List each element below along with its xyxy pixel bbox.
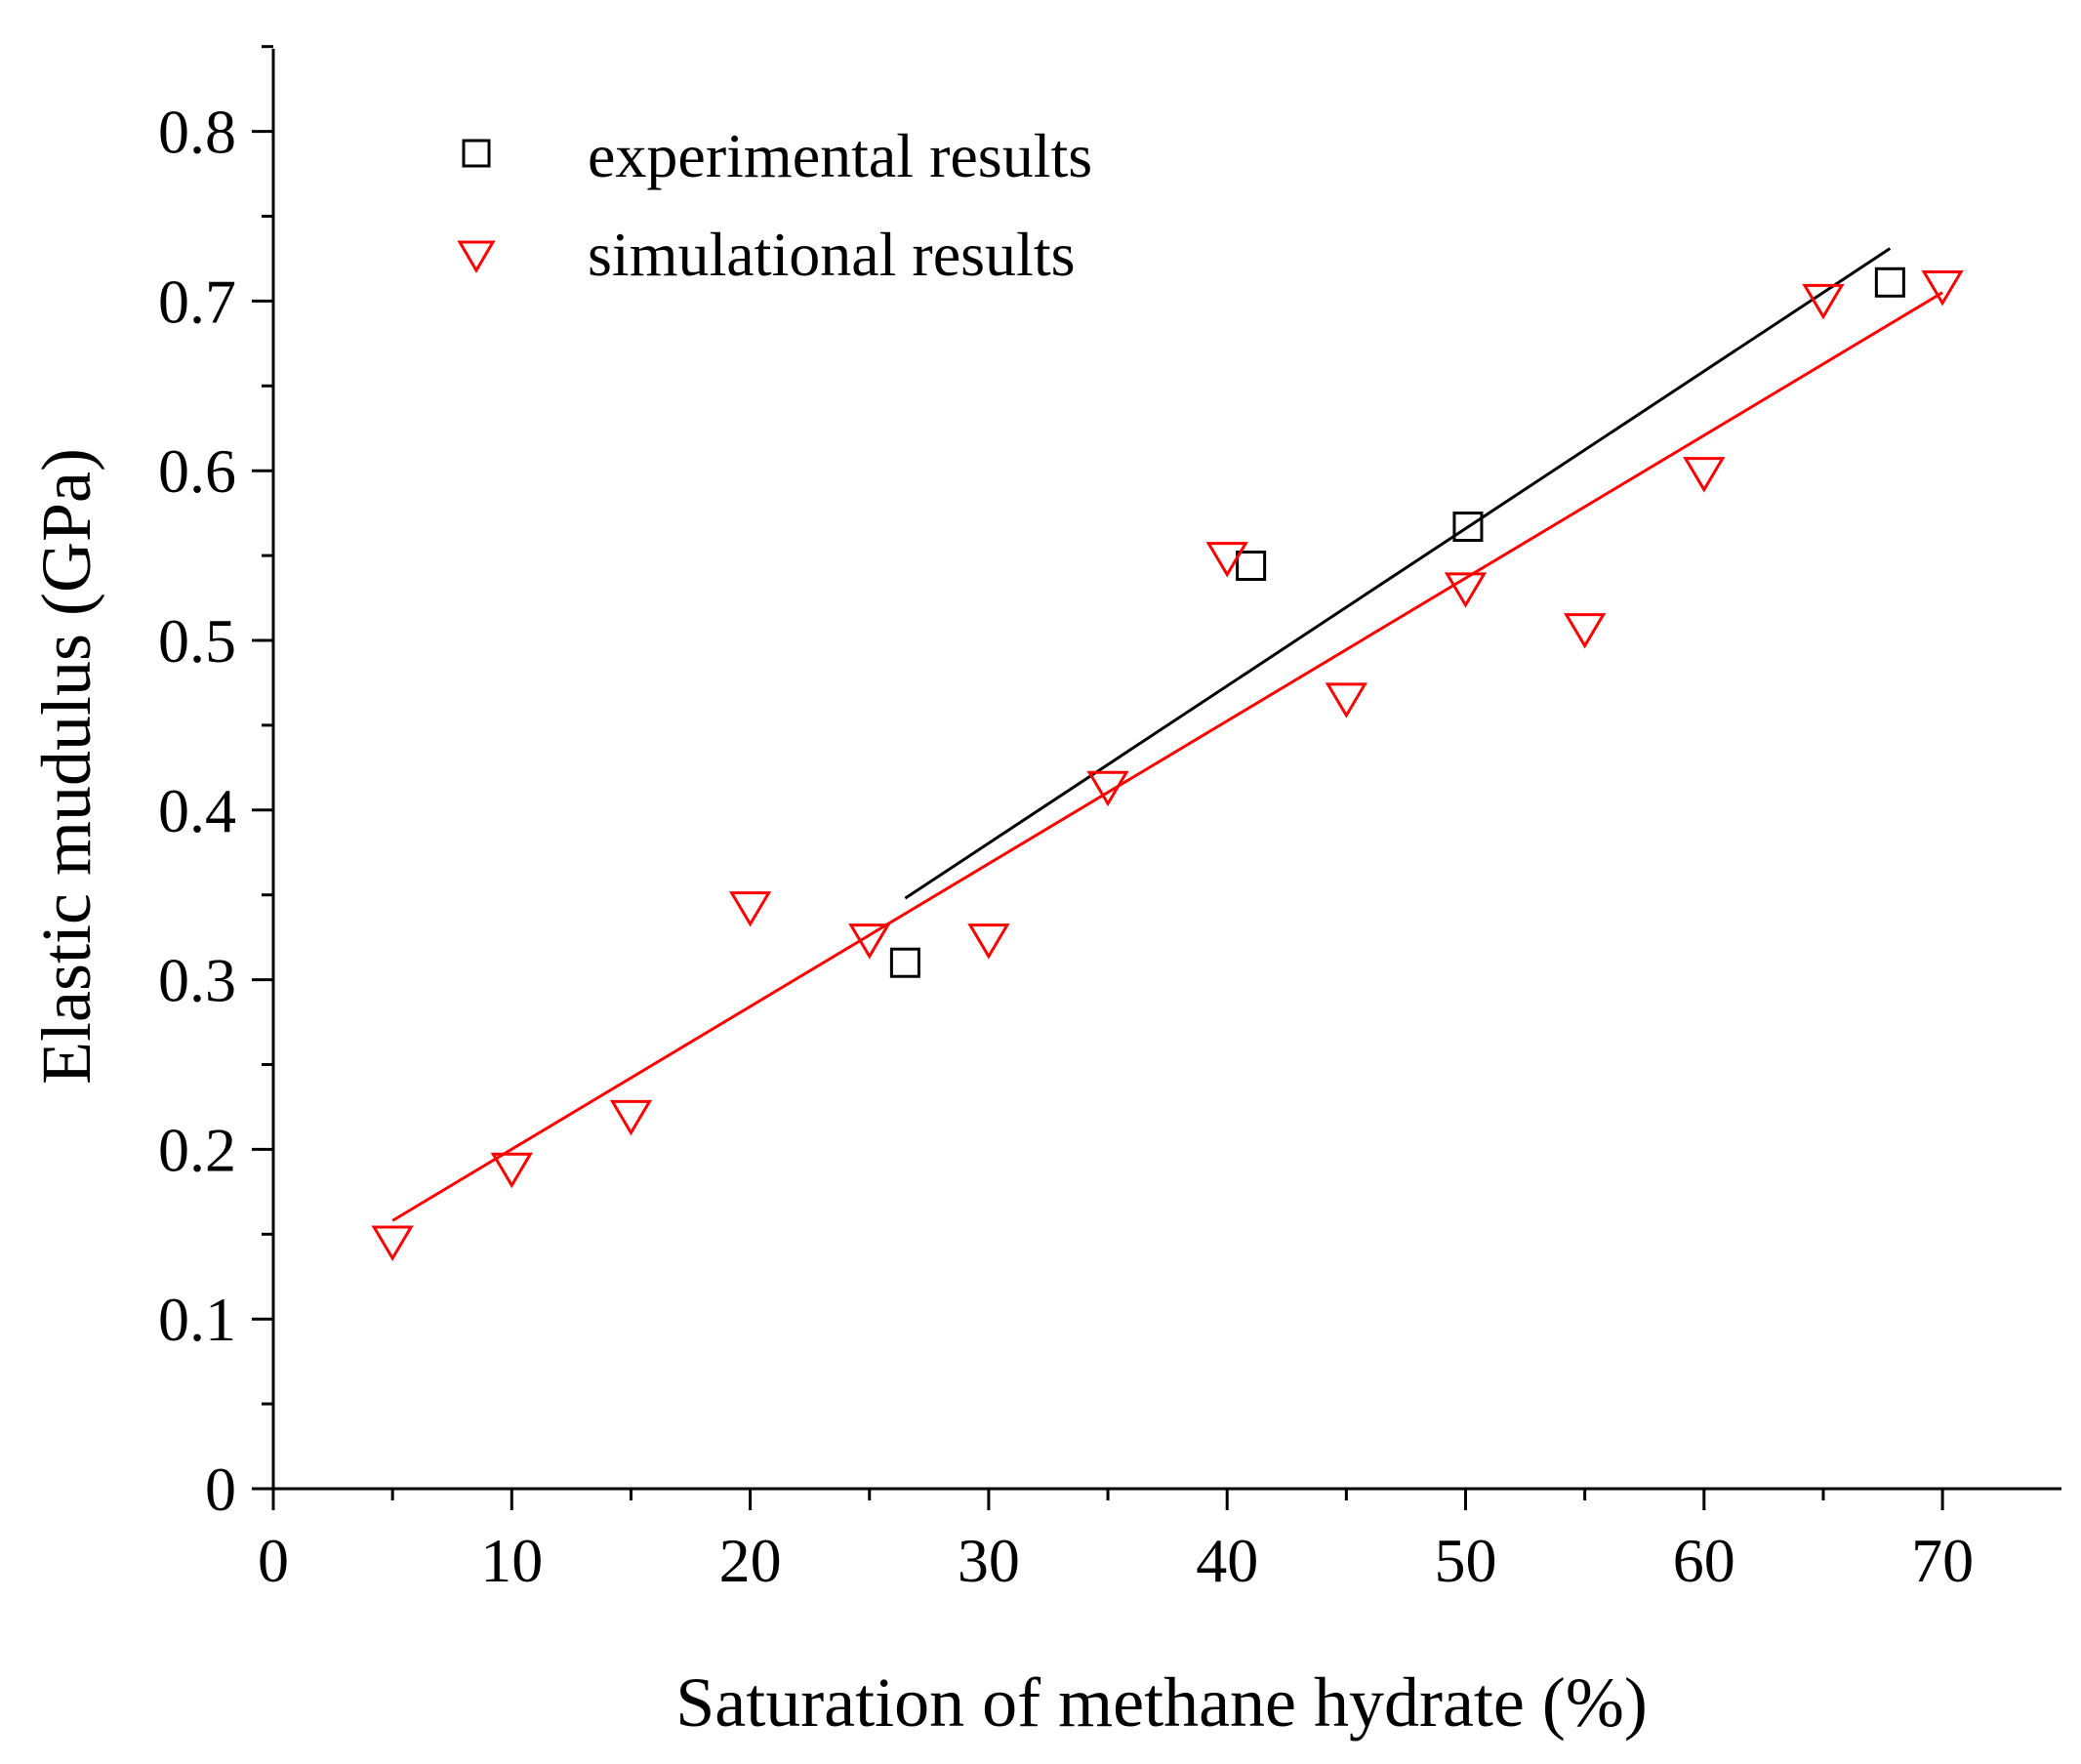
legend-marker-experimental <box>462 139 491 168</box>
y-tick-label: 0.4 <box>158 776 236 845</box>
simulational-point <box>1086 770 1129 807</box>
x-tick-label: 0 <box>258 1526 289 1595</box>
x-tick-label: 70 <box>1911 1526 1974 1595</box>
y-tick-label: 0.5 <box>158 606 236 676</box>
y-tick-label: 0.3 <box>158 946 236 1015</box>
simulational-point <box>1921 269 1964 307</box>
fit-lines <box>391 247 1943 1222</box>
legend-label-experimental: experimental results <box>588 121 1092 190</box>
simulational-point <box>371 1225 414 1261</box>
legend-marker-simulational <box>457 240 496 273</box>
legend-label-simulational: simulational results <box>588 220 1076 289</box>
simulational-point <box>1802 283 1845 320</box>
simulational-point <box>1444 572 1488 608</box>
x-tick-label: 20 <box>719 1526 782 1595</box>
experimental-point <box>1452 512 1484 543</box>
x-tick-label: 40 <box>1196 1526 1258 1595</box>
y-tick-label: 0 <box>205 1455 236 1524</box>
simulational-point <box>1325 682 1367 718</box>
experimental-point <box>1236 551 1267 582</box>
y-axis-title: Elastic mudulus (GPa) <box>27 448 105 1085</box>
experimental-fit-line <box>904 247 1892 900</box>
y-tick-label: 0.6 <box>158 436 236 506</box>
simulational-point <box>967 923 1010 960</box>
y-tick-label: 0.7 <box>158 267 236 336</box>
simulational-point <box>609 1099 653 1136</box>
x-tick-label: 50 <box>1435 1526 1497 1595</box>
experimental-point <box>1874 267 1905 298</box>
simulational-point <box>1683 457 1726 493</box>
x-tick-label: 10 <box>480 1526 543 1595</box>
simulational-point <box>848 923 891 960</box>
x-axis: 0 10 20 30 40 50 60 70 <box>258 1487 2061 1595</box>
y-tick-label: 0.8 <box>158 98 236 167</box>
simulational-point <box>1564 613 1607 649</box>
y-axis: 0 0.1 0.2 0.3 0.4 0.5 0.6 0.7 0.8 <box>158 45 275 1524</box>
x-tick-label: 60 <box>1673 1526 1735 1595</box>
simulational-point <box>490 1152 533 1189</box>
y-tick-label: 0.1 <box>158 1285 236 1354</box>
simulational-point <box>1205 542 1248 578</box>
y-tick-label: 0.2 <box>158 1115 236 1184</box>
experimental-point <box>889 947 920 978</box>
x-axis-title: Saturation of methane hydrate (%) <box>675 1663 1648 1742</box>
markers <box>371 267 1964 1261</box>
simulational-fit-line <box>391 291 1943 1222</box>
simulational-point <box>728 891 772 927</box>
x-tick-label: 30 <box>958 1526 1020 1595</box>
legend: experimental results simulational result… <box>457 121 1092 289</box>
